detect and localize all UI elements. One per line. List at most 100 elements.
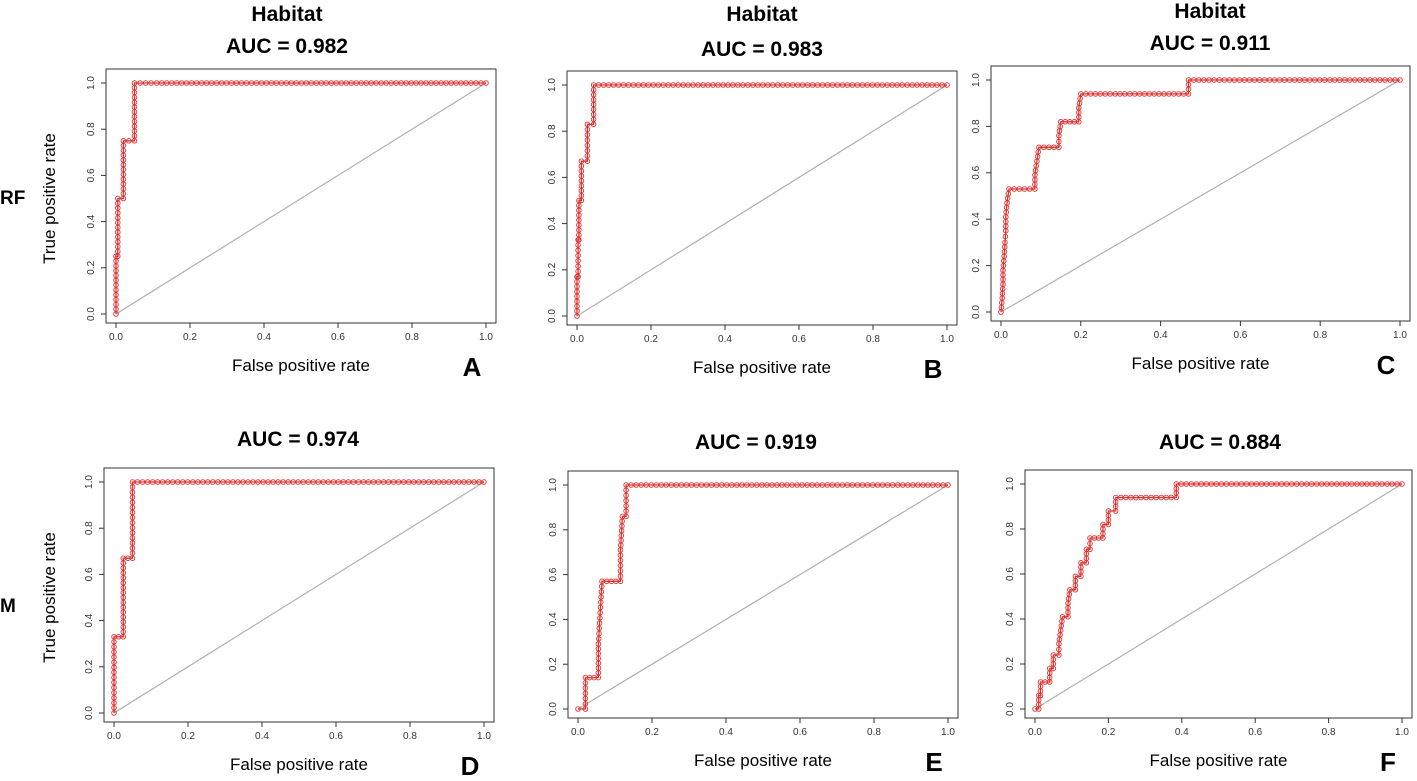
roc-point <box>849 482 856 488</box>
roc-point <box>1087 546 1093 553</box>
panel-label-e: E <box>925 747 942 777</box>
y-tick-label: 0.0 <box>548 702 559 716</box>
roc-point <box>584 142 591 149</box>
panel-label-d: D <box>461 751 480 781</box>
x-tick-label: 1.0 <box>940 334 954 345</box>
roc-point <box>1072 573 1079 580</box>
roc-point <box>1216 77 1223 83</box>
chart-panel-c: Habitat AUC = 0.911 0.0 0.2 0.4 0.6 0.8 1.0 0.0 0… <box>971 0 1411 380</box>
roc-point <box>623 513 629 520</box>
plot-frame-c <box>990 65 1411 322</box>
roc-point <box>935 482 941 488</box>
roc-point <box>617 562 624 569</box>
row-label-m: M <box>0 596 16 617</box>
y-tick-label: 1.0 <box>548 478 559 492</box>
roc-point <box>129 489 136 495</box>
roc-point <box>597 615 603 621</box>
roc-point <box>575 242 581 248</box>
roc-point <box>131 80 138 86</box>
x-tick-label: 0.4 <box>719 727 733 738</box>
roc-point <box>129 509 136 516</box>
y-tick-label: 0.6 <box>547 170 558 184</box>
roc-point <box>1221 77 1228 83</box>
roc-point <box>1283 481 1290 487</box>
x-tick-label: 0.2 <box>1101 727 1115 738</box>
roc-point <box>1211 77 1217 83</box>
y-tick-label: 0.0 <box>971 305 982 319</box>
x-axis-label-e: False positive rate <box>694 751 832 770</box>
roc-point <box>1286 77 1293 83</box>
chart-auc-b: AUC = 0.983 <box>701 38 823 61</box>
roc-point <box>764 482 770 488</box>
roc-point <box>598 589 605 595</box>
y-tick-label: 0.2 <box>547 262 558 276</box>
roc-point <box>1316 77 1323 83</box>
roc-point <box>129 499 136 506</box>
reference-diagonal <box>1034 483 1403 710</box>
y-tick-label: 0.4 <box>86 214 97 228</box>
x-tick-label: 0.8 <box>405 332 419 343</box>
roc-point <box>575 258 581 264</box>
roc-point <box>915 482 921 488</box>
y-tick-label: 0.8 <box>547 124 558 138</box>
roc-point <box>575 273 581 280</box>
roc-curve-f <box>1035 483 1402 710</box>
y-tick-label: 1.0 <box>547 78 558 92</box>
roc-point <box>126 138 132 144</box>
roc-point <box>255 479 261 485</box>
y-tick-label: 0.2 <box>86 260 97 274</box>
reference-diagonal <box>113 481 485 714</box>
x-axis-label-d: False positive rate <box>230 755 368 774</box>
x-tick-label: 0.0 <box>571 727 585 738</box>
chart-auc-c: AUC = 0.911 <box>1150 32 1271 55</box>
roc-point <box>619 513 626 520</box>
roc-point <box>617 578 624 585</box>
roc-point <box>584 126 591 133</box>
chart-panels: Habitat AUC = 0.982 0.0 0.2 0.4 0.6 0.8 1.0 0.0 0… <box>40 0 1413 781</box>
roc-point <box>1021 186 1028 192</box>
chart-title-b: Habitat <box>726 3 797 26</box>
roc-point <box>300 479 306 485</box>
roc-point <box>1032 706 1038 712</box>
roc-point <box>596 630 602 637</box>
plot-frame-b <box>566 70 958 326</box>
reference-diagonal <box>577 484 949 710</box>
roc-point <box>184 479 191 485</box>
roc-point <box>1011 186 1017 192</box>
roc-point <box>148 80 154 86</box>
roc-point <box>111 705 117 711</box>
roc-point <box>1153 494 1159 501</box>
roc-point <box>582 680 589 686</box>
roc-point <box>1026 186 1033 192</box>
roc-point <box>598 599 604 605</box>
chart-auc-a: AUC = 0.982 <box>226 35 348 58</box>
roc-point <box>623 492 629 499</box>
reference-diagonal <box>115 82 487 315</box>
x-tick-label: 0.6 <box>329 731 343 742</box>
roc-point <box>834 482 841 488</box>
x-tick-label: 0.2 <box>183 332 197 343</box>
roc-point <box>111 684 117 691</box>
x-tick-label: 0.8 <box>866 334 880 345</box>
roc-point <box>111 710 117 716</box>
x-tick-label: 1.0 <box>941 727 955 738</box>
roc-point <box>1196 77 1202 83</box>
roc-point <box>1188 481 1195 487</box>
roc-point <box>466 479 472 485</box>
roc-point <box>280 479 286 485</box>
x-axis-label-c: False positive rate <box>1132 354 1270 373</box>
roc-point <box>582 701 589 707</box>
roc-point <box>1133 494 1139 501</box>
roc-point <box>1143 494 1149 501</box>
roc-point <box>113 253 119 260</box>
y-tick-label: 0.8 <box>971 119 982 133</box>
y-tick-label: 0.8 <box>1005 522 1016 536</box>
roc-point <box>945 482 951 488</box>
roc-point <box>129 555 136 561</box>
roc-point <box>159 479 166 485</box>
roc-point <box>617 552 624 558</box>
chart-panel-d: AUC = 0.974 0.0 0.2 0.4 0.6 0.8 1.0 0.0 0.2 0.4 0.… <box>40 428 495 781</box>
x-tick-label: 1.0 <box>1393 330 1407 341</box>
roc-point <box>111 689 117 696</box>
roc-point <box>129 535 136 541</box>
